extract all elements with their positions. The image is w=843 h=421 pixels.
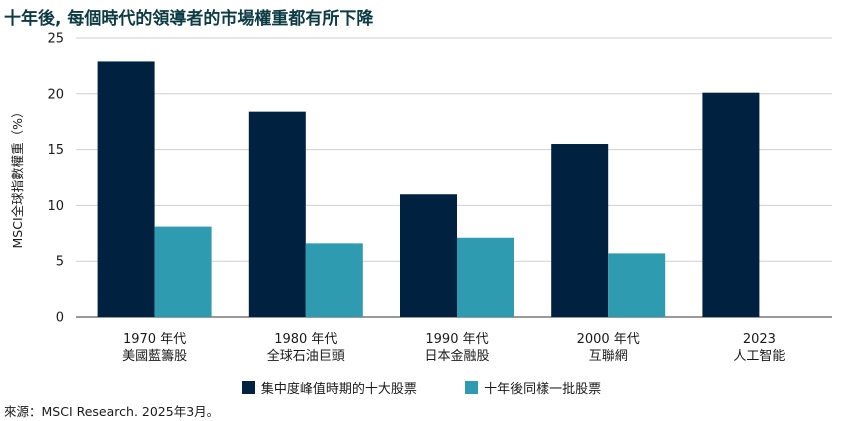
bars (97, 61, 760, 318)
legend-item-peak: 集中度峰值時期的十大股票 (241, 378, 417, 397)
bar-peak (551, 144, 609, 317)
y-tick-label: 0 (56, 311, 64, 326)
bar-decade-later (305, 243, 363, 317)
x-category-label: 1980 年代全球石油巨頭 (267, 332, 345, 364)
y-tick-label: 5 (56, 255, 64, 270)
chart-title: 十年後, 每個時代的領導者的市場權重都有所下降 (4, 9, 374, 29)
bar-peak (702, 92, 760, 318)
bar-peak (248, 111, 306, 317)
bar-decade-later (457, 237, 514, 317)
source-note: 來源：MSCI Research. 2025年3月。 (4, 404, 220, 419)
x-category-label: 1990 年代日本金融股 (424, 332, 489, 364)
bar-peak (97, 61, 155, 317)
legend: 集中度峰值時期的十大股票 十年後同樣一批股票 (0, 378, 843, 398)
x-axis-categories: 1970 年代美國藍籌股 1980 年代全球石油巨頭 1990 年代日本金融股 200… (122, 332, 785, 364)
x-category-label: 2000 年代互聯網 (577, 332, 640, 364)
bar-decade-later (608, 253, 666, 317)
y-axis-ticks: 0 5 10 15 20 25 (47, 32, 64, 326)
y-axis-label: MSCI全球指數權重（%） (10, 105, 25, 248)
legend-item-decade-later: 十年後同樣一批股票 (465, 378, 601, 397)
y-tick-label: 15 (47, 143, 64, 158)
legend-swatch-peak (241, 381, 255, 394)
y-tick-label: 20 (47, 87, 64, 102)
x-category-label: 2023 人工智能 (733, 332, 785, 364)
y-tick-label: 10 (47, 199, 64, 214)
bar-peak (400, 194, 457, 317)
bar-decade-later (154, 226, 212, 317)
y-tick-label: 25 (47, 32, 64, 47)
legend-swatch-decade-later (465, 381, 479, 394)
legend-label-decade-later: 十年後同樣一批股票 (484, 382, 602, 397)
x-category-label: 1970 年代美國藍籌股 (122, 332, 187, 364)
legend-label-peak: 集中度峰值時期的十大股票 (260, 382, 417, 397)
